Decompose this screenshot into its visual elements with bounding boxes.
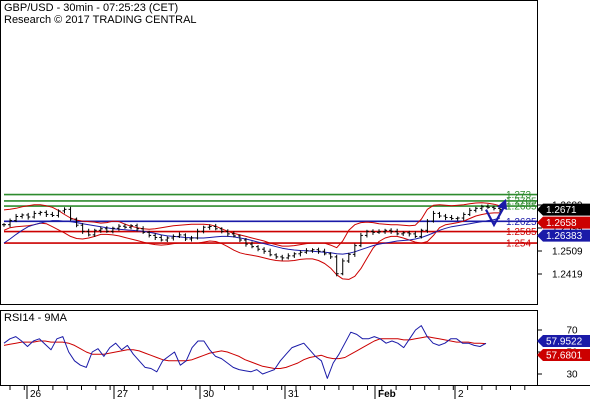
price-panel-frame: [0, 0, 538, 305]
level-label-1.2585: 1.2585: [506, 227, 537, 238]
moving-average-line: [3, 217, 501, 255]
rsi-tick-label: 30: [566, 370, 578, 381]
rsi-line: [3, 325, 487, 379]
rsi-ma-line: [3, 336, 487, 369]
forecast-arrow: [485, 198, 507, 228]
x-axis: 26 27 30 31 Feb 2: [9, 386, 526, 400]
rsi-tag-label-rsi_ma: 57.6801: [546, 351, 583, 362]
level-label-1.273: 1.273: [506, 190, 531, 201]
rsi-tag-label-rsi: 57.9522: [546, 337, 583, 348]
level-label-1.2685: 1.2685: [506, 202, 537, 213]
x-tick-label-2: 2: [458, 389, 464, 400]
rsi-tick-label: 70: [566, 326, 578, 337]
price-candles: [2, 204, 502, 277]
chart-header-line2: Research © 2017 TRADING CENTRAL: [4, 14, 197, 26]
price-series: [3, 202, 501, 280]
forecast-arrow-shaft: [485, 206, 505, 228]
chart-header-line1: GBP/USD - 30min - 07:25:23 (CET): [4, 2, 178, 14]
price-tag-moving_average: [537, 229, 590, 242]
price-tick-label: 1.2419: [552, 270, 583, 281]
level-label-1.254: 1.254: [506, 239, 531, 250]
price-tag-label-moving_average: 1.26383: [546, 231, 583, 242]
rsi-tags: 57.9522 57.6801: [537, 335, 590, 362]
price-tags: 1.2671 1.2658 1.26383: [537, 203, 590, 242]
price-tag-label-bollinger: 1.2658: [546, 218, 577, 229]
bollinger-lower-line: [3, 212, 500, 280]
x-tick-label-31: 31: [288, 389, 300, 400]
rsi-panel-frame: [0, 310, 538, 386]
price-tag-last: [537, 203, 590, 216]
rsi-series: [3, 325, 487, 379]
price-tick-label: 1.2599: [552, 223, 583, 234]
price-tick-label: 1.2509: [552, 246, 583, 257]
level-label-1.2625: 1.2625: [506, 217, 537, 228]
x-tick-label-26: 26: [30, 389, 42, 400]
x-tick-label-30: 30: [203, 389, 215, 400]
rsi-tag-rsi: [537, 335, 590, 347]
bollinger-upper-line: [3, 202, 501, 249]
x-tick-label-27: 27: [117, 389, 129, 400]
rsi-panel-title: RSI14 - 9MA: [4, 312, 68, 324]
level-label-1.2705: 1.2705: [506, 196, 537, 207]
price-tag-bollinger: [537, 216, 590, 229]
price-tag-label-last: 1.2671: [546, 205, 577, 216]
forecast-arrow-head: [497, 198, 507, 210]
rsi-tag-rsi_ma: [537, 349, 590, 361]
x-tick-label-Feb: Feb: [378, 389, 396, 400]
